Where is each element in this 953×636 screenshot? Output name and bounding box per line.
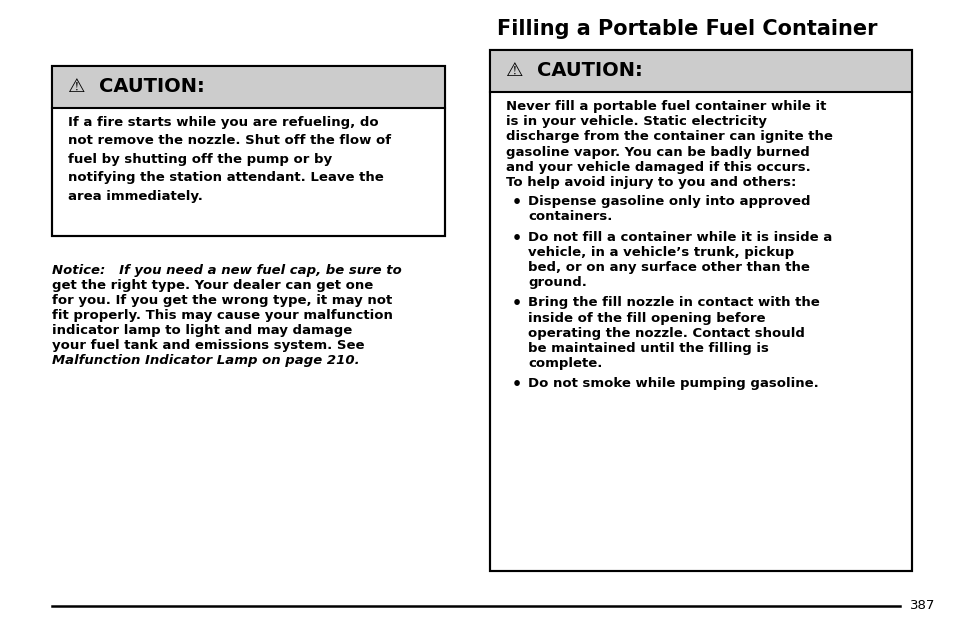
Text: ⚠  CAUTION:: ⚠ CAUTION: — [505, 62, 642, 81]
Bar — [490, 50, 911, 571]
Text: ground.: ground. — [527, 276, 586, 289]
Text: Bring the fill nozzle in contact with the: Bring the fill nozzle in contact with th… — [527, 296, 819, 309]
Text: is in your vehicle. Static electricity: is in your vehicle. Static electricity — [505, 115, 766, 128]
Text: •: • — [512, 195, 521, 211]
Bar — [52, 66, 444, 108]
Text: operating the nozzle. Contact should: operating the nozzle. Contact should — [527, 327, 804, 340]
Text: Do not smoke while pumping gasoline.: Do not smoke while pumping gasoline. — [527, 377, 818, 391]
Text: 387: 387 — [909, 599, 934, 612]
Text: Malfunction Indicator Lamp on page 210.: Malfunction Indicator Lamp on page 210. — [52, 354, 359, 367]
Text: indicator lamp to light and may damage: indicator lamp to light and may damage — [52, 324, 352, 337]
Text: •: • — [512, 377, 521, 392]
Text: containers.: containers. — [527, 211, 612, 223]
Text: and your vehicle damaged if this occurs.: and your vehicle damaged if this occurs. — [505, 161, 810, 174]
Text: complete.: complete. — [527, 357, 601, 370]
Text: •: • — [512, 231, 521, 245]
Text: your fuel tank and emissions system. See: your fuel tank and emissions system. See — [52, 339, 364, 352]
Text: Notice:   If you need a new fuel cap, be sure to: Notice: If you need a new fuel cap, be s… — [52, 264, 401, 277]
Text: Never fill a portable fuel container while it: Never fill a portable fuel container whi… — [505, 100, 825, 113]
Text: ⚠  CAUTION:: ⚠ CAUTION: — [68, 78, 205, 97]
Text: get the right type. Your dealer can get one: get the right type. Your dealer can get … — [52, 279, 373, 292]
Text: bed, or on any surface other than the: bed, or on any surface other than the — [527, 261, 809, 274]
Bar — [52, 66, 444, 236]
Text: Do not fill a container while it is inside a: Do not fill a container while it is insi… — [527, 231, 831, 244]
Text: fit properly. This may cause your malfunction: fit properly. This may cause your malfun… — [52, 309, 393, 322]
Text: for you. If you get the wrong type, it may not: for you. If you get the wrong type, it m… — [52, 294, 392, 307]
Text: gasoline vapor. You can be badly burned: gasoline vapor. You can be badly burned — [505, 146, 809, 158]
Text: To help avoid injury to you and others:: To help avoid injury to you and others: — [505, 176, 796, 189]
Text: be maintained until the filling is: be maintained until the filling is — [527, 342, 768, 355]
Text: If a fire starts while you are refueling, do
not remove the nozzle. Shut off the: If a fire starts while you are refueling… — [68, 116, 391, 203]
Text: Filling a Portable Fuel Container: Filling a Portable Fuel Container — [497, 19, 877, 39]
Text: Dispense gasoline only into approved: Dispense gasoline only into approved — [527, 195, 810, 208]
Text: discharge from the container can ignite the: discharge from the container can ignite … — [505, 130, 832, 143]
Text: vehicle, in a vehicle’s trunk, pickup: vehicle, in a vehicle’s trunk, pickup — [527, 245, 793, 259]
Bar — [490, 50, 911, 92]
Bar — [490, 50, 911, 571]
Text: inside of the fill opening before: inside of the fill opening before — [527, 312, 764, 324]
Text: •: • — [512, 296, 521, 312]
Bar — [52, 66, 444, 236]
